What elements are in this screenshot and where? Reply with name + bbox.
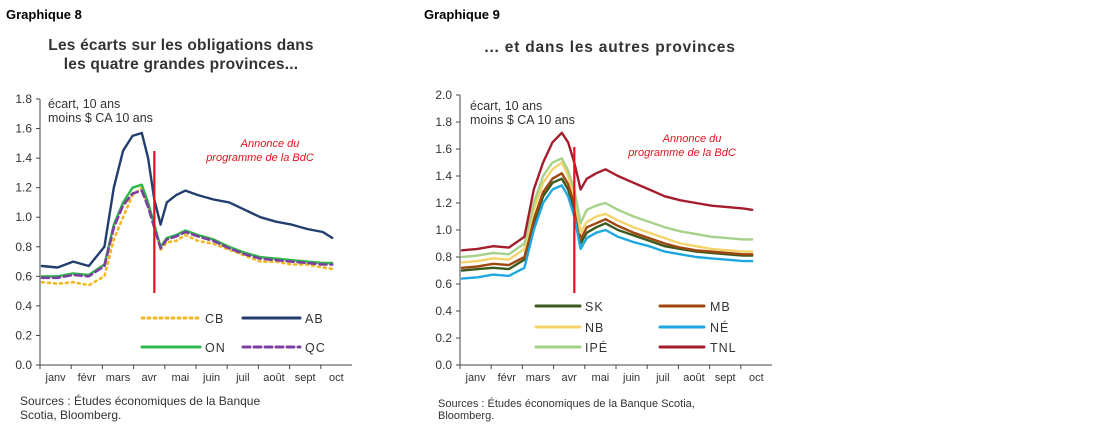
figure-label: Graphique 9 xyxy=(424,7,500,22)
series-line xyxy=(460,161,754,264)
x-tick-label: févr xyxy=(498,372,517,384)
y-tick-label: 1.6 xyxy=(15,122,32,136)
series-line xyxy=(460,184,754,280)
legend-label: NB xyxy=(585,321,604,335)
x-tick-label: août xyxy=(683,372,704,384)
y-tick-label: 0.2 xyxy=(15,328,32,342)
x-tick-label: janv xyxy=(45,372,67,384)
announcement-label: programme de la BdC xyxy=(627,147,736,159)
series-line xyxy=(40,131,334,269)
y-tick-label: 0.0 xyxy=(15,358,32,372)
x-tick-label: sept xyxy=(715,372,736,384)
legend-label: AB xyxy=(305,312,324,326)
x-tick-label: mars xyxy=(526,372,551,384)
y-tick-label: 0.8 xyxy=(15,240,32,254)
chart-panel-9: Graphique 9 ... et dans les autres provi… xyxy=(420,0,800,426)
y-tick-label: 1.8 xyxy=(15,92,32,106)
sources-line: Scotia, Bloomberg. xyxy=(20,408,122,422)
chart-title-line: ... et dans les autres provinces xyxy=(484,39,736,56)
announcement-label: Annonce du xyxy=(662,133,722,145)
legend-label: ON xyxy=(205,341,226,355)
x-tick-label: avr xyxy=(562,372,578,384)
y-tick-label: 1.2 xyxy=(15,181,32,195)
y-tick-label: 1.6 xyxy=(435,142,452,156)
unit-label: moins $ CA 10 ans xyxy=(48,111,153,125)
sources-line: Bloomberg. xyxy=(438,410,495,422)
series-line xyxy=(460,177,754,272)
x-tick-label: août xyxy=(263,372,284,384)
unit-label: moins $ CA 10 ans xyxy=(470,113,575,127)
figure-label: Graphique 8 xyxy=(6,7,82,22)
legend-label: SK xyxy=(585,300,604,314)
y-tick-label: 1.4 xyxy=(435,169,452,183)
y-tick-label: 1.0 xyxy=(435,223,452,237)
y-tick-label: 0.6 xyxy=(15,269,32,283)
legend-label: IPÉ xyxy=(585,340,608,355)
chart-plot: 0.0 0.2 0.4 0.6 0.8 1.0 1.2 1.4 1.6 1.8 2.0 janv fév… xyxy=(435,88,772,384)
y-tick-label: 1.4 xyxy=(15,151,32,165)
y-tick-label: 0.0 xyxy=(435,358,452,372)
y-tick-label: 0.2 xyxy=(435,331,452,345)
y-tick-label: 1.0 xyxy=(15,210,32,224)
x-tick-label: juil xyxy=(235,372,249,384)
legend-label: TNL xyxy=(710,341,737,355)
y-tick-label: 0.4 xyxy=(435,304,452,318)
announcement-label: programme de la BdC xyxy=(205,152,314,164)
y-tick-label: 0.6 xyxy=(435,277,452,291)
unit-label: écart, 10 ans xyxy=(470,99,542,113)
legend-label: NÉ xyxy=(710,320,729,335)
x-tick-label: mai xyxy=(172,372,190,384)
y-tick-label: 0.8 xyxy=(435,250,452,264)
series-line xyxy=(460,131,754,252)
chart-title: ... et dans les autres provinces xyxy=(442,38,778,57)
series-line xyxy=(40,186,334,287)
y-tick-label: 0.4 xyxy=(15,299,32,313)
x-tick-label: mars xyxy=(106,372,131,384)
x-tick-label: oct xyxy=(329,372,344,384)
announcement-label: Annonce du xyxy=(240,138,300,150)
sources-line: Sources : Études économiques de la Banqu… xyxy=(438,398,695,410)
unit-label: écart, 10 ans xyxy=(48,97,120,111)
legend-label: QC xyxy=(305,341,326,355)
sources-line: Sources : Études économiques de la Banqu… xyxy=(20,394,261,408)
chart-sources: Sources : Études économiques de la Banqu… xyxy=(20,394,260,422)
series-line xyxy=(40,189,334,280)
series-line xyxy=(460,157,754,259)
chart-title-line: Les écarts sur les obligations dans xyxy=(48,37,314,54)
y-tick-label: 1.2 xyxy=(435,196,452,210)
x-tick-label: juil xyxy=(655,372,669,384)
x-tick-label: oct xyxy=(749,372,764,384)
legend-label: CB xyxy=(205,312,224,326)
chart-sources: Sources : Études économiques de la Banqu… xyxy=(438,398,695,422)
chart-title: Les écarts sur les obligations dans les … xyxy=(18,36,344,74)
x-tick-label: juin xyxy=(202,372,220,384)
chart-title-line: les quatre grandes provinces... xyxy=(63,56,299,73)
x-tick-label: févr xyxy=(78,372,97,384)
x-tick-label: janv xyxy=(465,372,487,384)
x-tick-label: sept xyxy=(295,372,316,384)
y-tick-label: 1.8 xyxy=(435,115,452,129)
x-tick-label: mai xyxy=(592,372,610,384)
legend-label: MB xyxy=(710,300,731,314)
chart-panel-8: Graphique 8 Les écarts sur les obligatio… xyxy=(0,0,400,426)
series-line xyxy=(460,172,754,269)
y-tick-label: 2.0 xyxy=(435,88,452,102)
x-tick-label: avr xyxy=(142,372,158,384)
x-tick-label: juin xyxy=(622,372,640,384)
